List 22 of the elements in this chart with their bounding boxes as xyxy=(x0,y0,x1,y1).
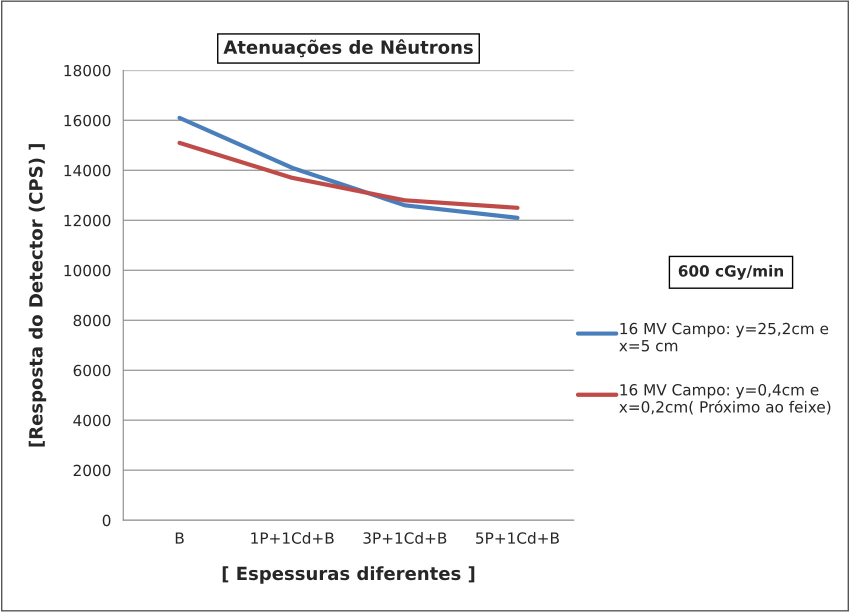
y-tick-label: 2000 xyxy=(74,464,110,476)
legend-label: 16 MV Campo: y=25,2cm e x=5 cm xyxy=(619,322,828,352)
y-tick-label: 0 xyxy=(102,514,110,526)
x-tick-label: 3P+1Cd+B xyxy=(363,532,446,544)
y-tick-label: 4000 xyxy=(73,414,110,426)
y-tick-label: 14000 xyxy=(64,164,110,176)
chart-title: Atenuações de Nêutrons xyxy=(223,39,473,58)
y-tick-label: 10000 xyxy=(64,264,110,276)
line-series xyxy=(177,140,520,210)
line-series xyxy=(177,116,520,220)
x-tick-label: 1P+1Cd+B xyxy=(251,532,334,544)
y-axis-title: [Resposta do Detector (CPS) ] xyxy=(28,144,46,446)
x-axis-title: [ Espessuras diferentes ] xyxy=(222,566,474,584)
y-tick-label: 8000 xyxy=(74,314,110,326)
x-tick-label: B xyxy=(176,532,184,544)
y-tick-label: 6000 xyxy=(74,364,110,376)
text: 600 cGy/min xyxy=(678,264,783,280)
y-tick-label: 18000 xyxy=(64,64,110,76)
y-tick-label: 12000 xyxy=(64,214,110,226)
x-tick-label: 5P+1Cd+B xyxy=(476,532,559,544)
legend-label: 16 MV Campo: y=0,4cm e x=0,2cm( Próximo ao feixe) xyxy=(619,384,830,414)
y-tick-label: 16000 xyxy=(64,114,110,126)
